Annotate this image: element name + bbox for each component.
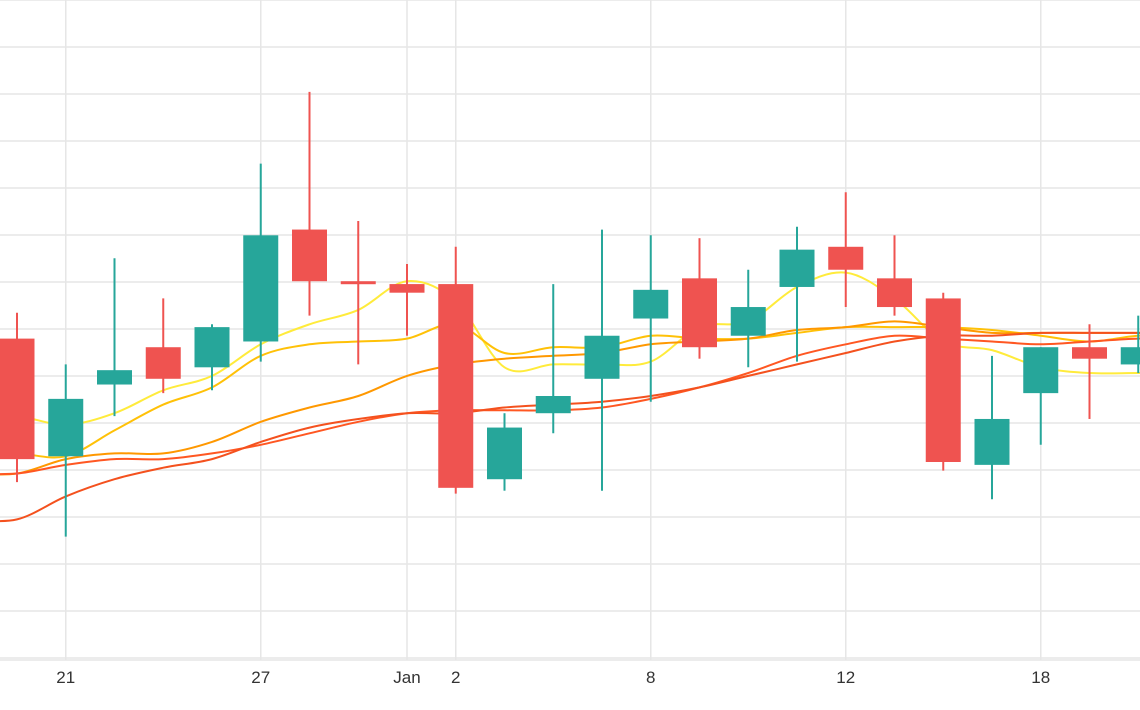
candle-up [243, 163, 279, 362]
moving-average-line-4 [0, 334, 1140, 476]
candle-up [730, 269, 766, 368]
moving-average-lines [0, 271, 1140, 523]
candle-up [97, 258, 132, 417]
candle-body [48, 398, 84, 457]
candle-down [682, 238, 717, 359]
moving-average-line-1 [0, 271, 1140, 426]
candle-down [340, 220, 376, 365]
candle-down [145, 298, 181, 394]
candle-up [535, 284, 571, 434]
candle-body [730, 307, 766, 336]
candle-body [877, 278, 912, 308]
x-tick-label: 2 [451, 668, 460, 687]
x-axis: 21 27 Jan 2 8 12 18 [56, 668, 1050, 687]
candle-up [194, 324, 230, 391]
candle-body [584, 335, 620, 379]
x-tick-label: 8 [646, 668, 655, 687]
candle-body [828, 246, 864, 270]
candle-up [487, 413, 522, 491]
candle-body [974, 418, 1010, 465]
moving-average-line-2 [0, 323, 1140, 459]
moving-average-line-3 [0, 320, 1140, 476]
x-tick-label: Jan [393, 668, 420, 687]
candle-body [779, 249, 815, 287]
candle-up [974, 355, 1010, 500]
candle-body [1072, 347, 1107, 359]
candle-down [925, 292, 961, 471]
candle-up [48, 364, 84, 537]
candle-up [1023, 347, 1059, 445]
candle-up [779, 226, 815, 362]
candle-body [145, 347, 181, 379]
candle-down [389, 264, 425, 336]
candle-body [340, 281, 376, 285]
candle-body [292, 229, 327, 282]
moving-average-line-5 [0, 331, 1140, 523]
candle-body [243, 235, 279, 342]
candle-body [1120, 347, 1140, 365]
candle-body [682, 278, 717, 348]
candle-down [0, 312, 35, 483]
candle-body [633, 289, 669, 319]
candle-body [925, 298, 961, 462]
candle-down [1072, 324, 1107, 419]
candle-up [633, 235, 669, 402]
candle-down [438, 246, 474, 494]
candle-body [487, 427, 522, 480]
candle-body [389, 284, 425, 293]
candle-down [877, 235, 912, 316]
x-tick-label: 27 [251, 668, 270, 687]
candles [0, 91, 1140, 537]
candle-up [1120, 315, 1140, 374]
candle-body [438, 284, 474, 488]
candle-down [292, 91, 327, 316]
candle-body [194, 327, 230, 368]
x-tick-label: 12 [836, 668, 855, 687]
candle-body [0, 338, 35, 460]
candle-up [584, 229, 620, 491]
candle-body [1023, 347, 1059, 394]
x-tick-label: 21 [56, 668, 75, 687]
x-tick-label: 18 [1031, 668, 1050, 687]
candle-body [535, 396, 571, 414]
candle-down [828, 192, 864, 308]
candle-body [97, 370, 132, 385]
